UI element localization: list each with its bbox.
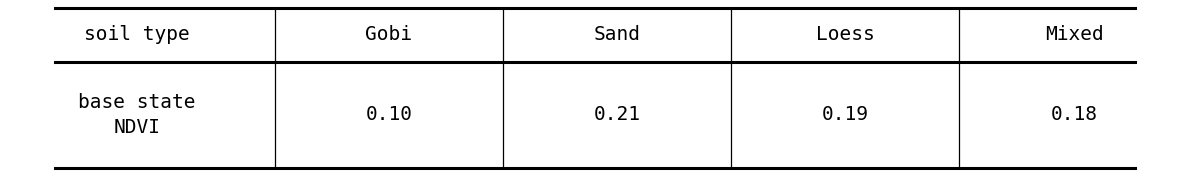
Text: Gobi: Gobi bbox=[365, 26, 413, 45]
Text: Loess: Loess bbox=[815, 26, 875, 45]
Text: soil type: soil type bbox=[84, 26, 190, 45]
Text: Mixed: Mixed bbox=[1045, 26, 1103, 45]
Text: 0.18: 0.18 bbox=[1051, 105, 1097, 124]
Text: 0.19: 0.19 bbox=[821, 105, 869, 124]
Text: 0.21: 0.21 bbox=[594, 105, 640, 124]
Text: Sand: Sand bbox=[594, 26, 640, 45]
Text: base state
NDVI: base state NDVI bbox=[79, 93, 195, 137]
Text: 0.10: 0.10 bbox=[365, 105, 413, 124]
